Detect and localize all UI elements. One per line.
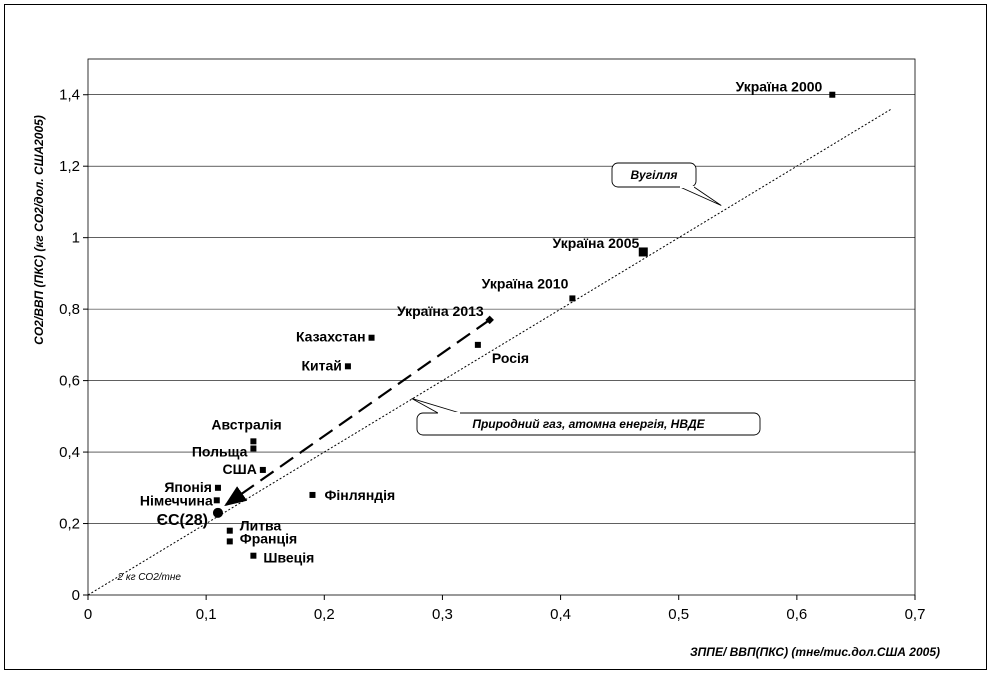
callout: Вугілля [611,162,722,206]
x-axis-title: ЗППЕ/ ВВП(ПКС) (тне/тис.дол.США 2005) [690,645,940,659]
y-tick-label: 1,4 [59,87,80,104]
reference-line-path [87,108,892,596]
point-labels: Україна 2000 Україна 2005 Україна 2010 Укра… [140,79,823,566]
callout-box [611,162,697,188]
point-label: Польща [192,443,248,459]
x-tick-label: 0,7 [905,606,926,623]
callout-pointer [411,398,461,414]
plot-area [87,58,916,596]
y-tick-label: 1 [72,230,80,247]
point-label: Німеччина [140,492,213,508]
reference-line: 2 кг СО2/тне [87,108,892,596]
data-point [212,507,223,518]
y-tick-label: 0,2 [59,516,80,533]
callouts: Вугілля Природний газ, атомна енергія, НВ… [411,162,761,436]
grid [88,94,915,524]
x-tick-label: 0,4 [550,606,571,623]
point-label: Швеція [263,550,314,566]
data-point [226,527,233,534]
data-point [638,247,648,257]
data-point [344,363,351,370]
point-label: Австралія [211,416,281,432]
data-point [309,491,316,498]
data-point [368,334,375,341]
data-points [212,91,836,559]
point-label: Україна 2013 [397,303,484,319]
data-point [214,484,221,491]
data-point [250,552,257,559]
reference-line-label: 2 кг СО2/тне [117,572,182,583]
trend-arrow [224,318,491,507]
point-label: Україна 2000 [736,79,823,95]
data-point [569,295,576,302]
data-point [250,438,257,445]
callout: Природний газ, атомна енергія, НВДЕ [411,398,761,436]
data-point [213,497,220,504]
x-tick-label: 0,5 [668,606,689,623]
point-label: США [223,461,257,477]
y-tick-label: 0,8 [59,301,80,318]
point-label: Китай [302,357,342,373]
point-label: Україна 2010 [482,275,569,291]
point-label: Фінляндія [324,487,395,503]
callout-box [416,412,761,436]
data-point [259,466,266,473]
y-tick-label: 0,6 [59,373,80,390]
point-label: Казахстан [296,329,366,345]
y-tick-label: 1,2 [59,158,80,175]
x-tick-label: 0,1 [196,606,217,623]
chart-frame [4,4,987,670]
y-tick-label: 0 [72,587,80,604]
y-axis-title: СО2/ВВП (ПКС) (кг СО2/дол. США2005) [32,115,46,345]
callout-text: Вугілля [631,168,678,182]
point-label: Франція [240,530,297,546]
x-tick-label: 0,6 [786,606,807,623]
data-point [829,91,836,98]
x-tick-label: 0,2 [314,606,335,623]
point-label: Росія [492,350,529,366]
data-point [485,315,494,325]
point-label: Литва [240,518,282,534]
y-tick-label: 0,4 [59,444,80,461]
point-label: Україна 2005 [553,235,640,251]
x-tick-label: 0,3 [432,606,453,623]
data-point [250,445,257,452]
x-tick-label: 0 [84,606,92,623]
callout-pointer [679,186,722,206]
point-label: ЄС(28) [157,512,208,529]
data-point [226,538,233,545]
axis-ticks: 0 0,2 0,4 0,6 0,8 1 1,2 1,4 0 0,1 0,2 0,3 0,4 0,5 0,6 0… [59,87,925,623]
point-label: Японія [164,479,212,495]
callout-text: Природний газ, атомна енергія, НВДЕ [472,417,705,431]
data-point [474,341,481,348]
